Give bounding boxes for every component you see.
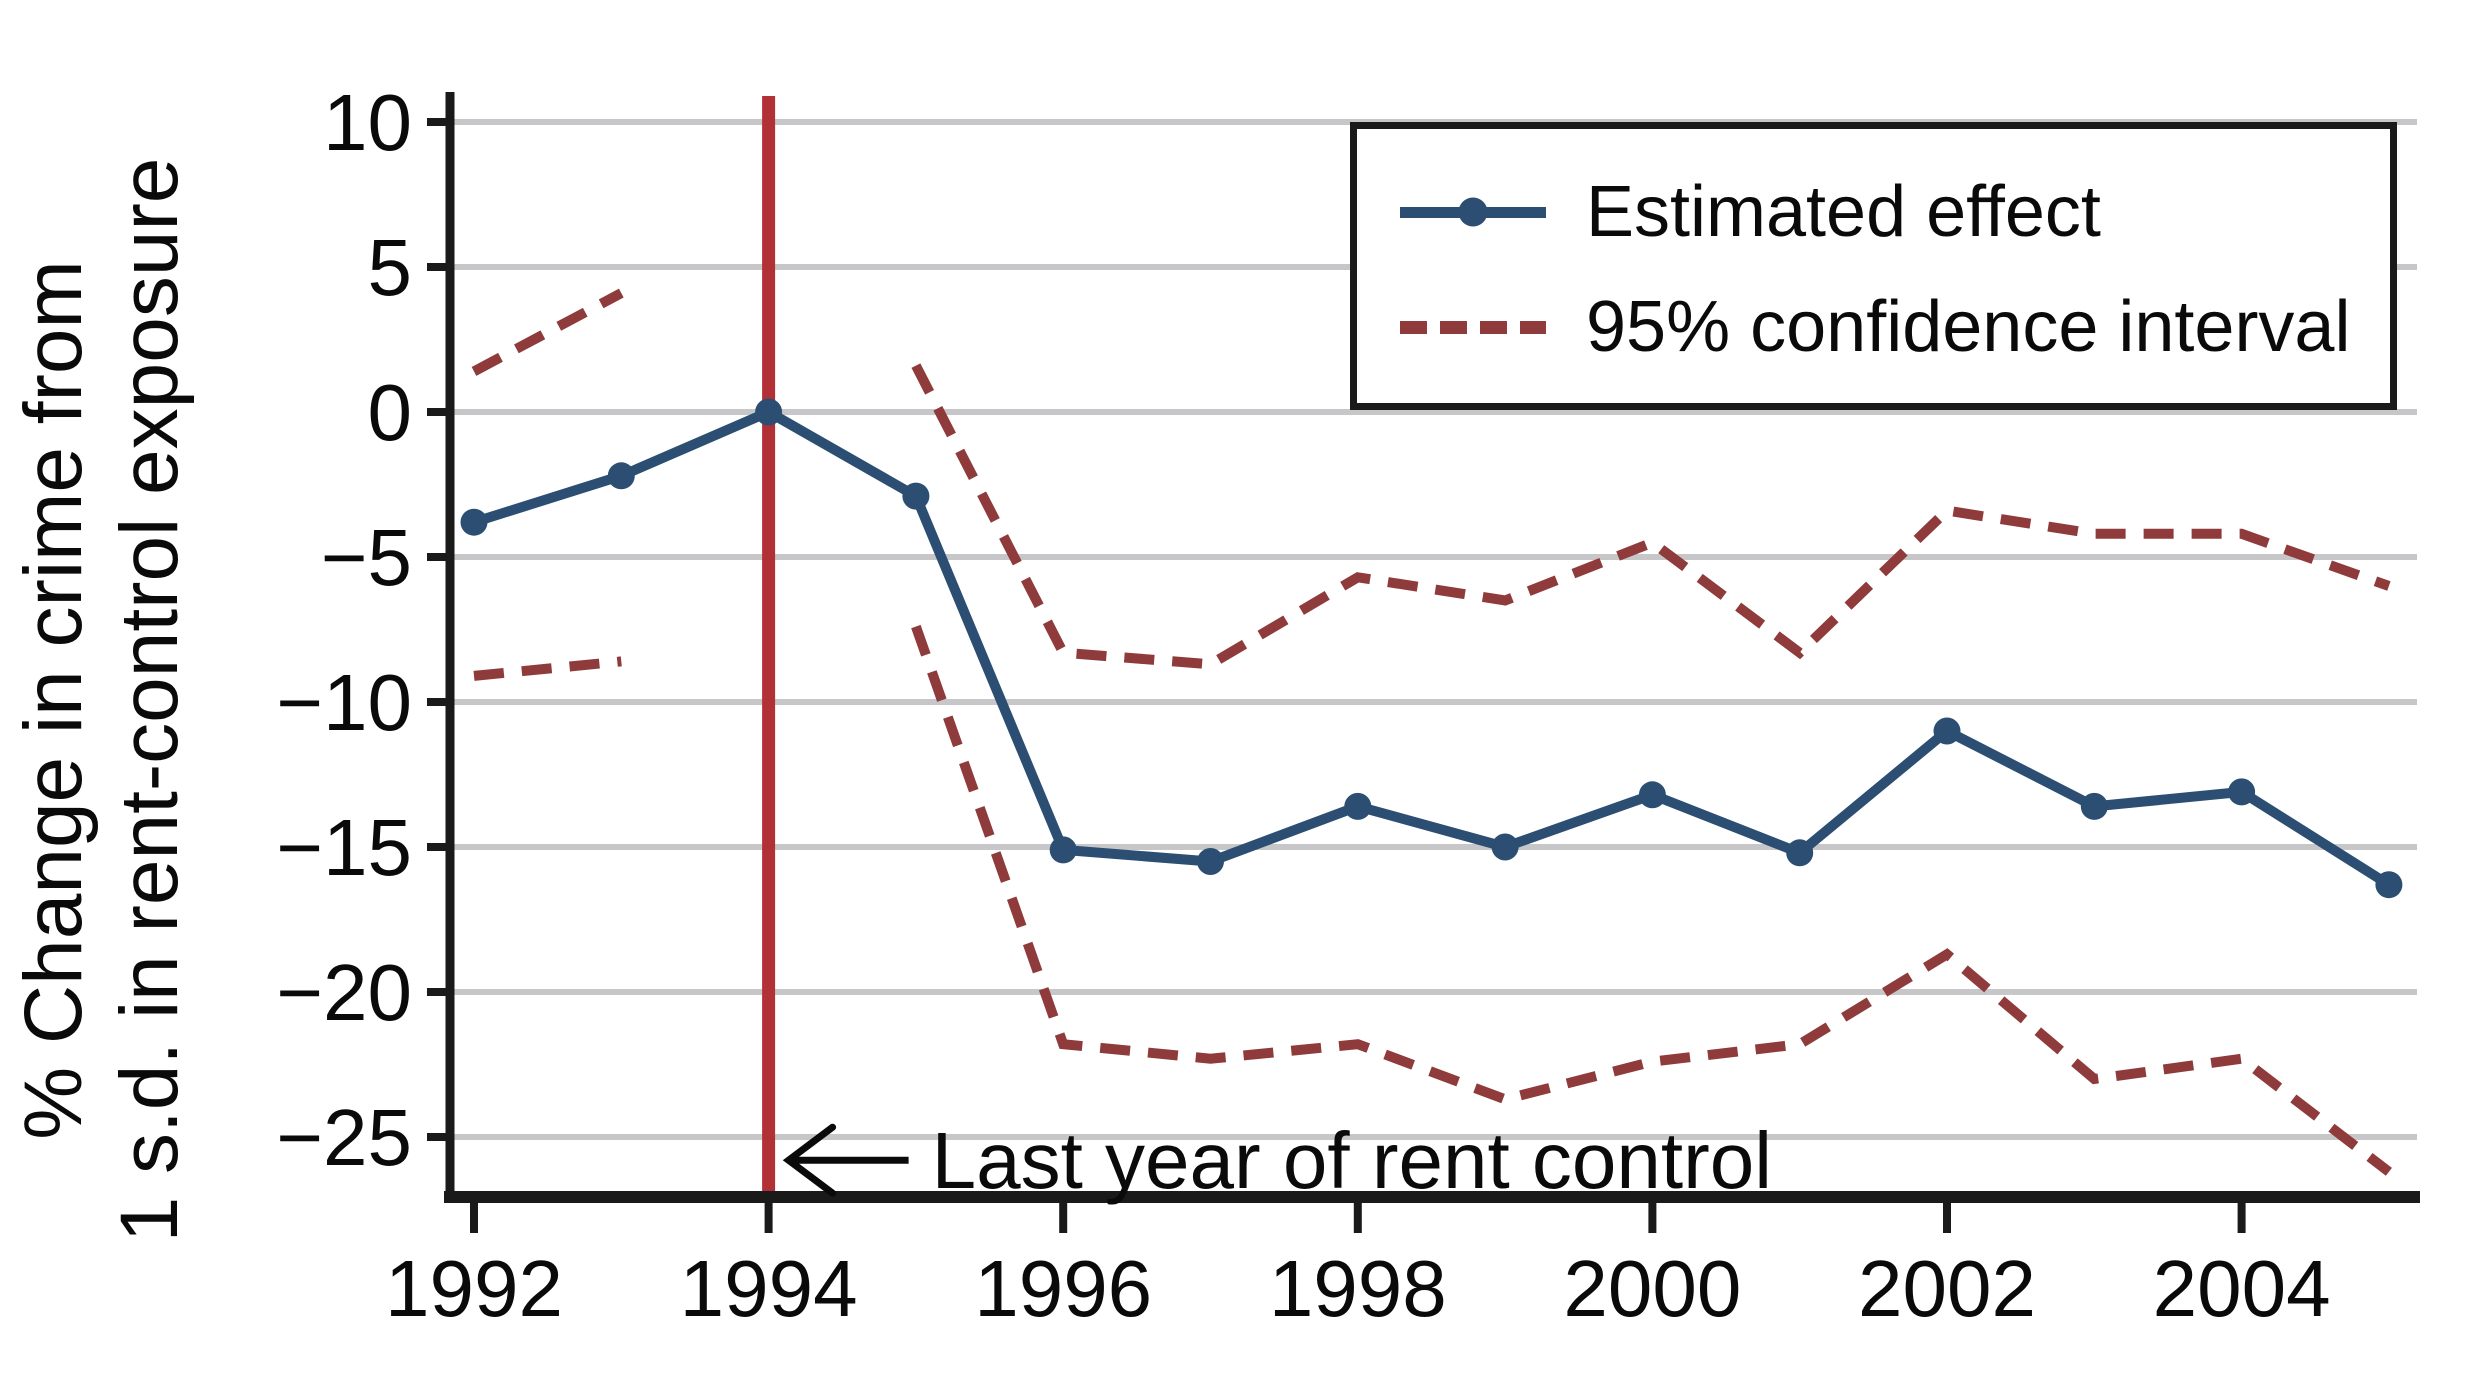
effect-marker-2003 <box>2080 792 2108 820</box>
effect-marker-1995 <box>902 482 930 510</box>
legend-ci-swatch <box>1400 320 1546 334</box>
effect-marker-1998 <box>1344 792 1372 820</box>
effect-marker-2005 <box>2375 871 2403 899</box>
x-tick-label-1996: 1996 <box>974 1244 1152 1333</box>
x-tick-label-2002: 2002 <box>1858 1244 2036 1333</box>
effect-marker-2001 <box>1786 839 1814 867</box>
effect-line <box>472 406 2392 889</box>
ci-post-lower-line <box>911 624 2392 1176</box>
x-tick-label-1994: 1994 <box>680 1244 858 1333</box>
effect-marker-2000 <box>1638 781 1666 809</box>
ci-pre-upper-line <box>471 288 624 376</box>
effect-marker-1993 <box>607 462 635 490</box>
y-tick-label-−5: −5 <box>321 513 412 602</box>
legend-row-confidence-interval: 95% confidence interval <box>1400 287 2350 367</box>
y-tick-label-−15: −15 <box>276 803 412 892</box>
legend-label-estimated-effect: Estimated effect <box>1586 172 2101 252</box>
effect-marker-1994 <box>755 398 783 426</box>
y-tick-label-−10: −10 <box>276 658 412 747</box>
effect-marker-2002 <box>1933 717 1961 745</box>
effect-marker-1999 <box>1491 833 1519 861</box>
x-tick-label-2004: 2004 <box>2153 1244 2331 1333</box>
effect-marker-1997 <box>1197 848 1224 875</box>
annotation-text: Last year of rent control <box>932 1116 1772 1205</box>
y-tick-label-−20: −20 <box>276 948 412 1037</box>
legend-label-confidence-interval: 95% confidence interval <box>1586 287 2351 367</box>
effect-marker-2004 <box>2228 778 2256 806</box>
legend-effect-swatch <box>1400 197 1546 227</box>
y-tick-label-5: 5 <box>368 223 413 312</box>
y-tick-label-−25: −25 <box>276 1093 412 1182</box>
x-tick-label-1992: 1992 <box>385 1244 563 1333</box>
effect-marker-1992 <box>460 508 488 536</box>
y-axis-title-line2: 1 s.d. in rent-control exposure <box>104 157 195 1243</box>
y-axis-title-line1: % Change in crime from <box>8 260 99 1140</box>
annotation-arrow-head <box>782 1123 837 1197</box>
legend: Estimated effect 95% confidence interval <box>1350 122 2397 410</box>
y-axis-title: % Change in crime from 1 s.d. in rent-co… <box>6 30 198 1370</box>
effect-marker-1996 <box>1049 836 1077 864</box>
y-tick-label-0: 0 <box>368 368 413 457</box>
x-tick-label-1998: 1998 <box>1269 1244 1447 1333</box>
ci-pre-lower-line <box>473 656 622 681</box>
x-tick-label-2000: 2000 <box>1563 1244 1741 1333</box>
legend-row-estimated-effect: Estimated effect <box>1400 172 2101 252</box>
legend-effect-marker-dot <box>1458 197 1488 227</box>
y-tick-label-10: 10 <box>323 78 412 167</box>
